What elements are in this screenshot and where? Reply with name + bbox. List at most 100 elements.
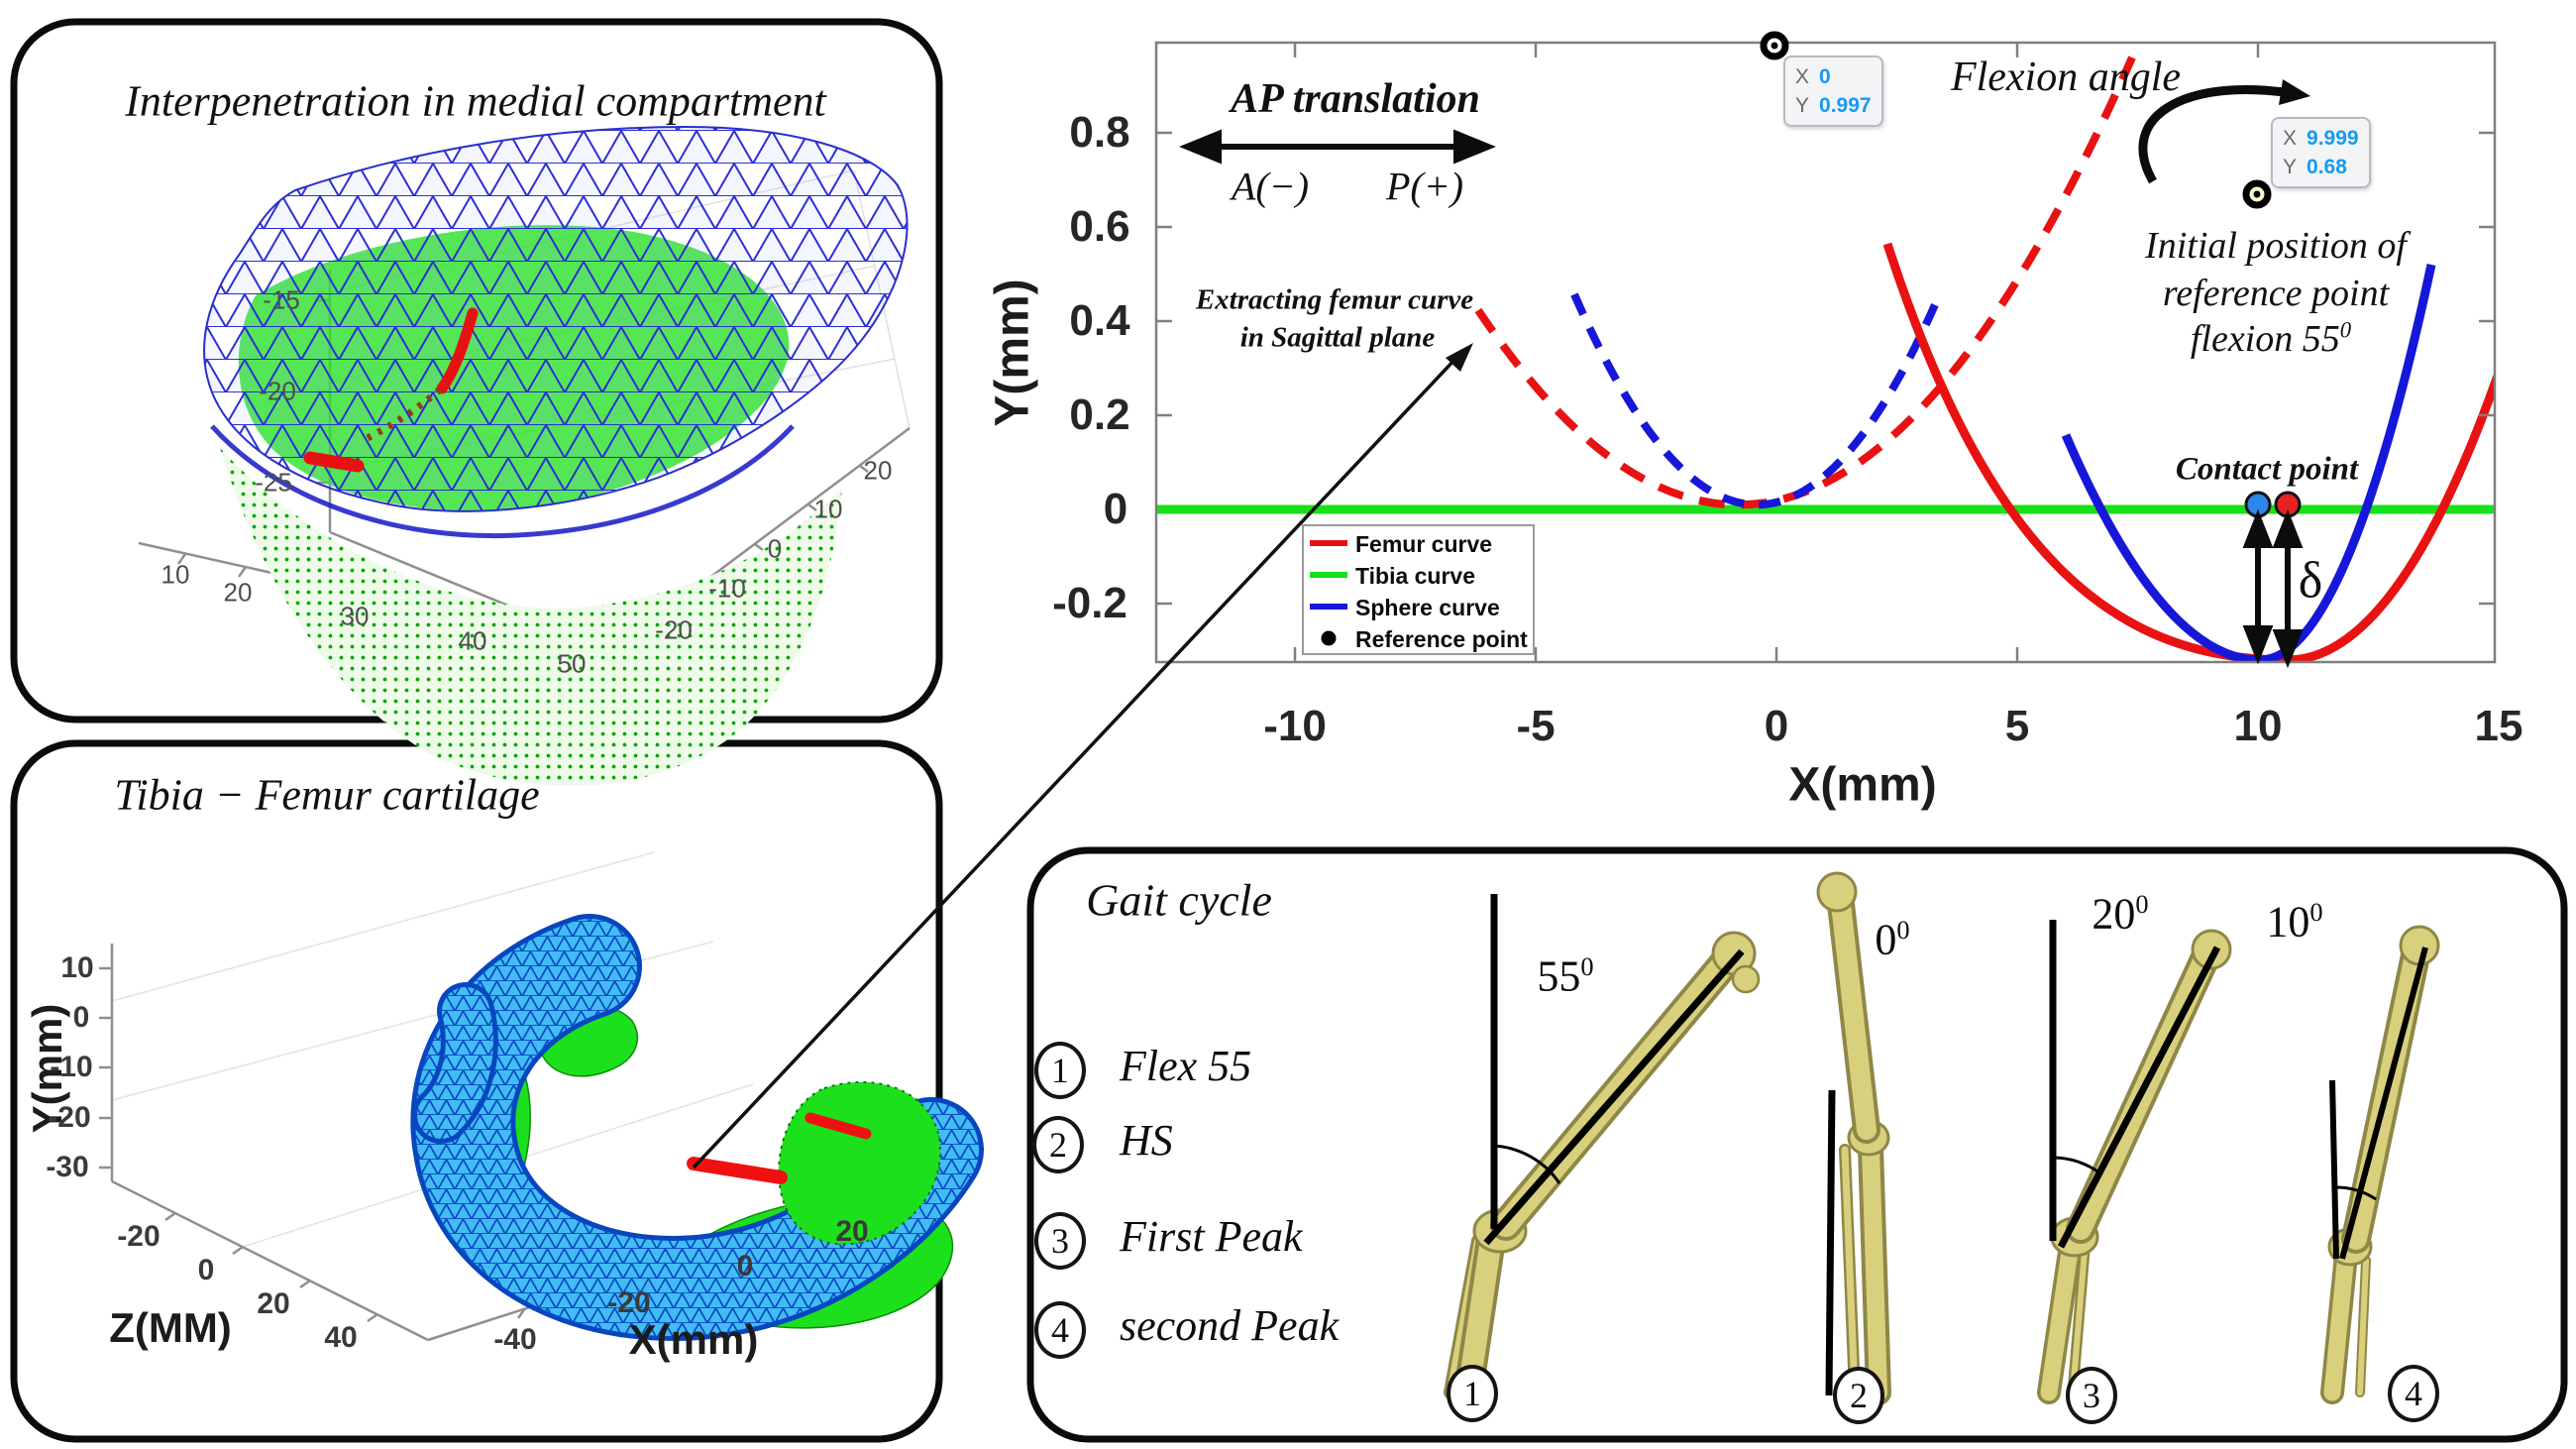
p1-x-tick: 50: [557, 648, 587, 679]
gait-figure-2-num: 2: [1833, 1367, 1884, 1424]
p2-z-axis-label: Z(MM): [109, 1304, 232, 1351]
contact-segment-1: [687, 1157, 788, 1184]
gait-item-1-label: Flex 55: [1120, 1042, 1252, 1090]
leg2-angle-label: 00: [1875, 914, 1910, 964]
leg-second-peak: [2320, 925, 2440, 1404]
gait-item-2-label: HS: [1120, 1116, 1173, 1165]
contact-segment-2: [805, 1112, 872, 1140]
leg3-angle-label: 200: [2092, 888, 2149, 939]
leg-hs: [1816, 871, 1891, 1405]
p1-x-tick: 10: [161, 559, 190, 590]
sphere-curve-dashed: [1570, 291, 1944, 509]
p1-z-tick: -20: [259, 376, 296, 406]
sphere-curve-solid: [2061, 264, 2436, 662]
gait-figure-4-num: 4: [2388, 1365, 2439, 1422]
posterior-label: P(+): [1385, 164, 1464, 209]
p1-y-tick: 20: [863, 455, 893, 486]
p2-x-tick: -20: [607, 1286, 651, 1319]
p1-y-tick: -10: [708, 573, 746, 604]
extracting-line1: Extracting femur curve: [1195, 283, 1474, 316]
datatip-2[interactable]: X 9.999 Y 0.68: [2271, 117, 2371, 188]
datatip-pin-2: [2242, 179, 2272, 209]
contact-segment-red: [303, 451, 365, 473]
p1-y-tick: -20: [655, 614, 693, 645]
panel-cartilage-title: Tibia − Femur cartilage: [114, 770, 540, 820]
contact-curve-red: [436, 307, 479, 394]
p1-x-tick: 20: [223, 577, 253, 608]
leg4-angle-label: 100: [2266, 896, 2323, 947]
chart-y-tick: 0.8: [1069, 108, 1130, 157]
p2-x-tick: -40: [493, 1323, 537, 1356]
p2-z-tick: 20: [257, 1287, 290, 1320]
chart-y-tick: 0.4: [1069, 296, 1130, 345]
legend-label-femur: Femur curve: [1355, 531, 1493, 557]
datatip-pin-1: [1760, 31, 1789, 60]
contact-point-label: Contact point: [2175, 451, 2359, 488]
chart-y-axis-label: Y(mm): [986, 279, 1039, 427]
chart-tick-marks: [1156, 43, 2495, 662]
ap-translation-label: AP translation: [1231, 76, 1480, 122]
leg-first-peak: [2037, 920, 2232, 1404]
p2-y-tick: -20: [48, 1101, 91, 1134]
p1-x-tick: 40: [458, 625, 487, 656]
main-chart: [1154, 31, 2497, 669]
leg1-angle-label: 550: [1537, 950, 1594, 1001]
chart-y-tick: 0.6: [1069, 202, 1130, 251]
chart-x-tick: 0: [1764, 702, 1789, 750]
gait-item-3-num: 3: [1034, 1212, 1086, 1270]
chart-x-tick: 5: [2004, 702, 2030, 750]
initial-position-line3: flexion 550: [2190, 317, 2352, 360]
femur-cartilage-mesh: [410, 914, 984, 1342]
chart-x-tick: -5: [1516, 702, 1556, 750]
femur-wireframe: [203, 125, 909, 512]
p1-z-tick: -25: [255, 467, 292, 498]
gait-item-4-label: second Peak: [1120, 1301, 1340, 1350]
femur-wireframe-rim: [210, 424, 795, 539]
chart-legend-box: [1302, 524, 1535, 655]
p1-x-tick: 30: [340, 601, 370, 631]
p1-z-tick: -15: [263, 284, 300, 315]
chart-y-tick: 0.2: [1069, 390, 1130, 439]
ap-translation-arrow: [1179, 129, 1496, 165]
delta-arrows: [2242, 508, 2304, 669]
extracting-line2: in Sagittal plane: [1239, 321, 1436, 354]
p2-x-tick: 0: [736, 1250, 754, 1282]
gait-item-1-num: 1: [1034, 1042, 1086, 1099]
chart-x-tick: -10: [1263, 702, 1327, 750]
chart-x-tick: 15: [2474, 702, 2523, 750]
p2-y-tick: -30: [46, 1151, 89, 1183]
p2-y-tick: 10: [60, 951, 94, 984]
p2-x-tick: 20: [835, 1215, 869, 1248]
legend-label-sphere: Sphere curve: [1355, 595, 1500, 620]
flexion-angle-arrow: [2138, 79, 2310, 184]
p2-z-tick: -20: [117, 1220, 161, 1253]
gait-item-3-label: First Peak: [1120, 1212, 1303, 1261]
delta-label: δ: [2298, 552, 2323, 610]
tibia-skirt-dots: [220, 448, 842, 786]
initial-position-line1: Initial position of: [2145, 225, 2407, 267]
chart-y-tick: 0: [1103, 485, 1128, 533]
p2-y-tick: -10: [50, 1051, 93, 1083]
cartilage-meshes: [410, 914, 984, 1342]
chart-x-axis-label: X(mm): [1788, 758, 1937, 812]
flexion-angle-label: Flexion angle: [1950, 55, 2182, 100]
p1-y-tick: 10: [813, 494, 843, 524]
initial-position-line2: reference point: [2162, 273, 2390, 314]
interpenetration-meshes: [203, 125, 909, 786]
p2-x-axis-label: X(mm): [628, 1316, 759, 1363]
extraction-pointer-arrow: [692, 343, 1473, 1170]
p2-z-tick: 0: [197, 1254, 215, 1286]
gait-figure-1-num: 1: [1447, 1365, 1498, 1422]
p1-y-tick: 0: [767, 533, 783, 564]
chart-y-tick: -0.2: [1052, 579, 1127, 627]
legend-label-tibia: Tibia curve: [1355, 563, 1476, 589]
gait-figure-3-num: 3: [2066, 1367, 2117, 1424]
p2-z-tick: 40: [324, 1321, 358, 1354]
anterior-label: A(−): [1231, 164, 1310, 209]
chart-frame: [1154, 41, 2497, 664]
gait-item-2-num: 2: [1032, 1116, 1084, 1173]
panel-interpenetration-title: Interpenetration in medial compartment: [125, 76, 826, 126]
